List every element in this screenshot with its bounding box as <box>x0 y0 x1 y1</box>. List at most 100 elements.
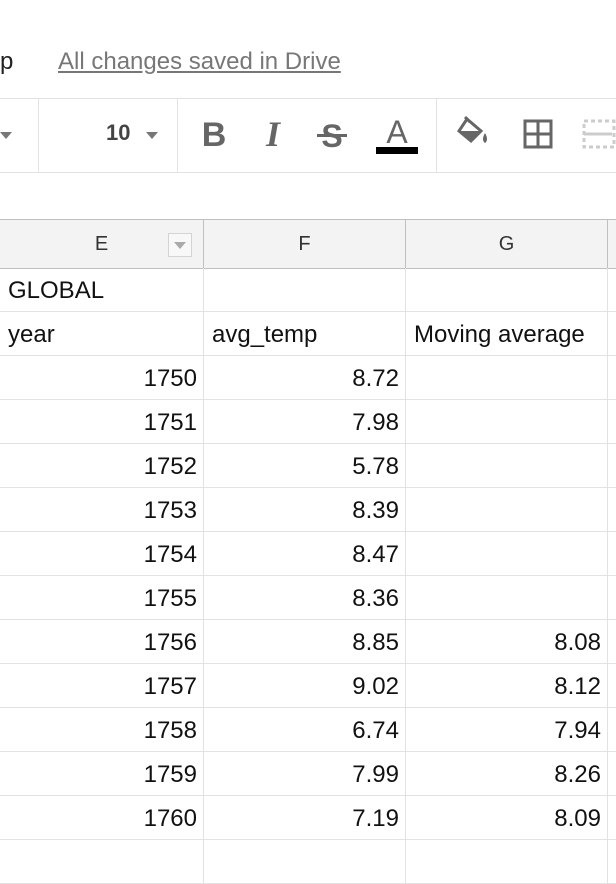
filter-dropdown-icon[interactable] <box>168 233 192 257</box>
cell-e[interactable]: year <box>0 312 204 355</box>
cell-g[interactable]: 8.12 <box>406 664 608 707</box>
borders-icon <box>523 119 553 149</box>
table-row: year avg_temp Moving average <box>0 312 616 356</box>
table-row <box>0 840 616 884</box>
cell-e[interactable]: 1751 <box>0 400 204 443</box>
cell-e[interactable]: 1758 <box>0 708 204 751</box>
cell-f[interactable]: 9.02 <box>204 664 406 707</box>
cell-g[interactable]: 8.26 <box>406 752 608 795</box>
cell-h[interactable] <box>608 840 616 883</box>
spreadsheet-grid: E F G GLOBAL year avg_temp Moving averag… <box>0 219 616 884</box>
cell-g[interactable]: 8.08 <box>406 620 608 663</box>
strikethrough-button[interactable]: S <box>315 113 349 157</box>
toolbar-divider <box>38 99 39 172</box>
column-header-f[interactable]: F <box>204 220 406 268</box>
cell-e[interactable]: 1755 <box>0 576 204 619</box>
cell-e[interactable]: 1760 <box>0 796 204 839</box>
merge-cells-button[interactable] <box>582 113 616 157</box>
svg-text:I: I <box>265 114 282 154</box>
cell-g[interactable] <box>406 444 608 487</box>
cell-g[interactable] <box>406 356 608 399</box>
cell-e[interactable]: 1759 <box>0 752 204 795</box>
cell-e[interactable]: GLOBAL <box>0 268 204 311</box>
font-size-chevron-down-icon[interactable] <box>146 132 158 139</box>
cell-f[interactable]: 8.72 <box>204 356 406 399</box>
cell-h[interactable] <box>608 268 616 311</box>
column-header-e[interactable]: E <box>0 220 204 268</box>
cell-f[interactable]: avg_temp <box>204 312 406 355</box>
cell-g[interactable] <box>406 268 608 311</box>
cell-g[interactable] <box>406 840 608 883</box>
cell-f[interactable] <box>204 268 406 311</box>
cell-f[interactable]: 8.85 <box>204 620 406 663</box>
column-header-g[interactable]: G <box>406 220 608 268</box>
cell-f[interactable]: 7.98 <box>204 400 406 443</box>
cell-g[interactable] <box>406 488 608 531</box>
italic-button[interactable]: I <box>256 113 290 157</box>
cell-f[interactable]: 8.39 <box>204 488 406 531</box>
table-row: 1756 8.85 8.08 <box>0 620 616 664</box>
help-menu-partial[interactable]: p <box>0 48 14 75</box>
toolbar-divider <box>177 99 178 172</box>
cell-h[interactable] <box>608 488 616 531</box>
table-row: 1759 7.99 8.26 <box>0 752 616 796</box>
cell-h[interactable] <box>608 312 616 355</box>
cell-h[interactable] <box>608 444 616 487</box>
fill-color-icon <box>457 115 487 144</box>
cell-h[interactable] <box>608 356 616 399</box>
cell-h[interactable] <box>608 400 616 443</box>
column-header-row: E F G <box>0 219 616 269</box>
font-dropdown-chevron-down-icon[interactable] <box>0 132 12 139</box>
cell-e[interactable]: 1750 <box>0 356 204 399</box>
cell-e[interactable] <box>0 840 204 883</box>
svg-text:A: A <box>386 114 408 150</box>
fill-color-button[interactable] <box>455 113 491 157</box>
toolbar-divider <box>436 99 437 172</box>
cell-g[interactable]: Moving average <box>406 312 608 355</box>
cell-h[interactable] <box>608 620 616 663</box>
italic-icon: I <box>265 114 282 154</box>
cell-g[interactable] <box>406 400 608 443</box>
bold-icon: B <box>202 116 227 154</box>
cell-h[interactable] <box>608 752 616 795</box>
cell-h[interactable] <box>608 796 616 839</box>
font-size-select[interactable]: 10 <box>40 99 176 172</box>
table-row: 1760 7.19 8.09 <box>0 796 616 840</box>
save-status-link[interactable]: All changes saved in Drive <box>58 48 341 75</box>
grid-rows: GLOBAL year avg_temp Moving average 1750… <box>0 268 616 884</box>
text-color-icon: A <box>376 114 418 154</box>
cell-e[interactable]: 1757 <box>0 664 204 707</box>
table-row: 1750 8.72 <box>0 356 616 400</box>
cell-f[interactable]: 6.74 <box>204 708 406 751</box>
cell-e[interactable]: 1754 <box>0 532 204 575</box>
cell-f[interactable]: 8.36 <box>204 576 406 619</box>
cell-h[interactable] <box>608 708 616 751</box>
cell-e[interactable]: 1756 <box>0 620 204 663</box>
cell-f[interactable]: 7.99 <box>204 752 406 795</box>
strikethrough-icon: S <box>317 118 347 154</box>
cell-e[interactable]: 1752 <box>0 444 204 487</box>
text-color-swatch <box>376 147 418 154</box>
cell-e[interactable]: 1753 <box>0 488 204 531</box>
svg-text:B: B <box>202 116 227 154</box>
borders-button[interactable] <box>521 113 555 157</box>
cell-f[interactable]: 5.78 <box>204 444 406 487</box>
cell-g[interactable]: 7.94 <box>406 708 608 751</box>
table-row: 1752 5.78 <box>0 444 616 488</box>
cell-g[interactable] <box>406 576 608 619</box>
cell-g[interactable] <box>406 532 608 575</box>
cell-f[interactable] <box>204 840 406 883</box>
table-row: 1751 7.98 <box>0 400 616 444</box>
table-row: 1754 8.47 <box>0 532 616 576</box>
cell-f[interactable]: 7.19 <box>204 796 406 839</box>
table-row: GLOBAL <box>0 268 616 312</box>
text-color-button[interactable]: A <box>375 113 419 157</box>
cell-f[interactable]: 8.47 <box>204 532 406 575</box>
cell-g[interactable]: 8.09 <box>406 796 608 839</box>
bold-button[interactable]: B <box>197 113 231 157</box>
cell-h[interactable] <box>608 664 616 707</box>
table-row: 1755 8.36 <box>0 576 616 620</box>
cell-h[interactable] <box>608 576 616 619</box>
cell-h[interactable] <box>608 532 616 575</box>
menu-bar: p All changes saved in Drive <box>0 0 616 98</box>
